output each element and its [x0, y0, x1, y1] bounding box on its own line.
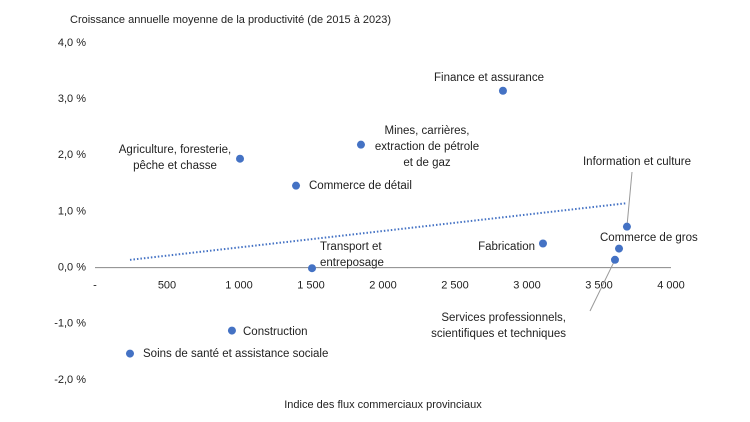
- x-tick-label: -: [93, 280, 97, 292]
- point-label: Construction: [243, 326, 308, 338]
- leader-line: [626, 171, 633, 227]
- point-label: Agriculture, foresterie, pêche et chasse: [118, 144, 232, 172]
- point: [538, 239, 547, 248]
- point-label: Commerce de gros: [600, 232, 698, 244]
- point: [292, 181, 301, 190]
- y-tick-label: -2,0 %: [54, 374, 86, 386]
- point: [227, 326, 236, 335]
- x-tick-label: 3 000: [513, 280, 541, 292]
- point-label: Soins de santé et assistance sociale: [143, 348, 329, 360]
- point: [622, 222, 631, 231]
- point-label: Transport et entreposage: [320, 241, 384, 269]
- x-tick-label: 2 500: [441, 280, 469, 292]
- point: [125, 349, 134, 358]
- point-label: Finance et assurance: [434, 72, 544, 84]
- point: [498, 86, 507, 95]
- x-tick-label: 2 000: [369, 280, 397, 292]
- point-label: Mines, carrières, extraction de pétrole …: [374, 125, 480, 169]
- x-tick-label: 500: [158, 280, 176, 292]
- point: [615, 244, 624, 253]
- point: [236, 154, 245, 163]
- y-tick-label: -1,0 %: [54, 318, 86, 330]
- point-label: Services professionnels, scientifiques e…: [431, 312, 566, 340]
- point-label: Fabrication: [478, 241, 535, 253]
- x-tick-label: 1 000: [225, 280, 253, 292]
- leader-line: [589, 259, 616, 312]
- y-tick-label: 0,0 %: [58, 262, 86, 274]
- point-label: Information et culture: [582, 156, 692, 168]
- trendline: [129, 202, 628, 261]
- point: [356, 140, 365, 149]
- x-tick-label: 4 000: [657, 280, 685, 292]
- y-tick-label: 1,0 %: [58, 205, 86, 217]
- chart-title: Croissance annuelle moyenne de la produc…: [70, 14, 391, 26]
- x-axis-title: Indice des flux commerciaux provinciaux: [284, 399, 482, 411]
- y-tick-label: 2,0 %: [58, 149, 86, 161]
- y-tick-label: 4,0 %: [58, 37, 86, 49]
- x-tick-label: 1 500: [297, 280, 325, 292]
- point: [610, 255, 619, 264]
- y-tick-label: 3,0 %: [58, 93, 86, 105]
- x-tick-label: 3 500: [585, 280, 613, 292]
- point-label: Commerce de détail: [309, 180, 412, 192]
- point: [308, 264, 317, 273]
